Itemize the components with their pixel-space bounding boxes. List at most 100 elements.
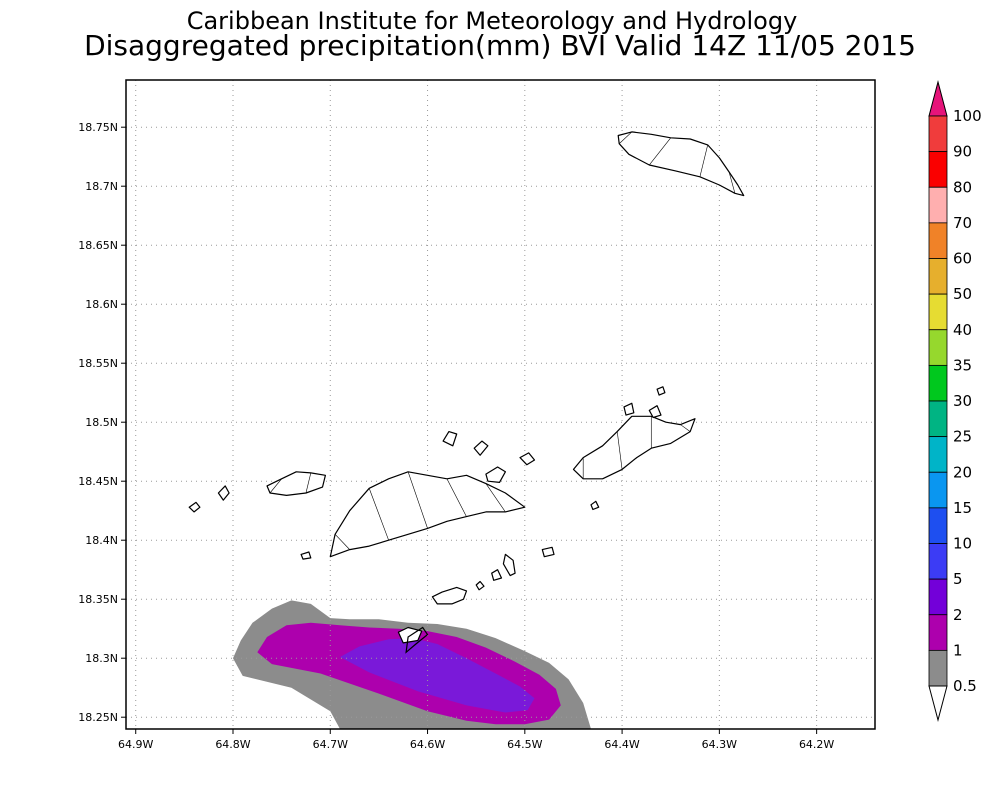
district-boundary <box>649 137 671 166</box>
colorbar-label-30: 30 <box>953 392 972 410</box>
lat-tick-label: 18.35N <box>78 593 118 606</box>
precip-contour-2 <box>340 638 535 713</box>
island-broken-jerusalem <box>590 500 600 511</box>
colorbar-label-10: 10 <box>953 535 972 553</box>
district-boundary <box>699 144 708 177</box>
island-outline <box>217 485 230 501</box>
colorbar-swatch-5 <box>928 578 948 616</box>
island-mosquito-island <box>623 402 635 416</box>
island-guana-island <box>442 431 458 447</box>
colorbar-swatch-50 <box>928 293 948 331</box>
colorbar-swatch-100 <box>928 115 948 153</box>
district-boundary <box>728 171 736 194</box>
island-prickly-pear <box>648 405 662 419</box>
lon-tick-label: 64.8W <box>215 738 250 751</box>
island-outline <box>442 431 458 447</box>
lat-tick-label: 18.25N <box>78 711 118 724</box>
island-outline <box>266 471 326 496</box>
colorbar-swatch-60 <box>928 258 948 295</box>
islet-outline <box>405 626 429 654</box>
colorbar-bottom-arrow <box>928 685 948 722</box>
island-cooper-island <box>502 553 516 577</box>
colorbar-label-25: 25 <box>953 428 972 446</box>
lat-tick-label: 18.55N <box>78 357 118 370</box>
island-necker-island <box>656 386 666 396</box>
island-outline <box>300 551 312 560</box>
precipitation-field <box>233 600 591 729</box>
colorbar-swatch-70 <box>928 222 948 259</box>
colorbar-label-0.5: 0.5 <box>953 677 977 695</box>
title-institute: Caribbean Institute for Meteorology and … <box>187 7 798 35</box>
colorbar-label-90: 90 <box>953 143 972 161</box>
island-scrub-island <box>519 452 536 466</box>
island-little-thatch <box>217 485 230 501</box>
colorbar-swatch-35 <box>928 364 948 402</box>
colorbar-label-40: 40 <box>953 321 972 339</box>
colorbar-swatch-40 <box>928 329 948 366</box>
colorbar-label-60: 60 <box>953 250 972 268</box>
lat-tick-label: 18.3N <box>85 652 118 665</box>
longitude-axis: 64.9W 64.8W 64.7W 64.6W 64.5W 64.4W 64.3W 64.2W <box>118 729 834 751</box>
island-beef-island <box>485 466 506 483</box>
island-outline <box>656 386 666 396</box>
island-jost-van-dyke <box>266 471 326 496</box>
island-tortola <box>329 471 526 558</box>
lon-tick-label: 64.6W <box>410 738 445 751</box>
island-outline <box>623 402 635 416</box>
graticule <box>126 80 875 729</box>
district-boundary <box>305 472 312 494</box>
lat-tick-label: 18.7N <box>85 180 118 193</box>
lon-tick-label: 64.9W <box>118 738 153 751</box>
colorbar-label-80: 80 <box>953 178 972 196</box>
island-outline <box>188 501 201 513</box>
district-boundary <box>618 131 633 144</box>
colorbar-swatch-15 <box>928 507 948 544</box>
island-outline <box>572 415 696 480</box>
colorbar-label-50: 50 <box>953 285 972 303</box>
colorbar-label-1: 1 <box>953 641 963 659</box>
island-sandy-cay <box>300 551 312 560</box>
map-area: 64.9W 64.8W 64.7W 64.6W 64.5W 64.4W 64.3W 64.2W… <box>78 79 876 751</box>
colorbar-label-5: 5 <box>953 570 963 588</box>
island-peter-island <box>431 586 468 605</box>
island-outline <box>648 405 662 419</box>
colorbar-swatch-25 <box>928 436 948 473</box>
island-salt-island <box>491 569 503 581</box>
district-boundary <box>334 534 350 550</box>
map-frame <box>125 79 876 730</box>
island-thatch-island <box>188 501 201 513</box>
island-outline <box>485 466 506 483</box>
island-outline <box>491 569 503 581</box>
district-boundary <box>407 471 428 529</box>
island-great-camanoe <box>473 440 489 456</box>
district-boundary <box>269 478 282 494</box>
island-dead-chest <box>475 580 485 591</box>
colorbar-swatch-80 <box>928 186 948 224</box>
lat-tick-label: 18.5N <box>85 416 118 429</box>
lat-tick-label: 18.45N <box>78 475 118 488</box>
district-boundary <box>485 483 506 513</box>
colorbar-label-35: 35 <box>953 356 972 374</box>
colorbar-swatch-10 <box>928 543 948 580</box>
island-outline <box>475 580 485 591</box>
district-boundary <box>368 488 389 541</box>
lon-tick-label: 64.2W <box>799 738 834 751</box>
colorbar-swatch-1 <box>928 649 948 687</box>
island-virgin-gorda <box>572 415 696 480</box>
title-product: Disaggregated precipitation(mm) BVI Vali… <box>84 29 916 62</box>
island-outline <box>473 440 489 456</box>
island-outline <box>502 553 516 577</box>
latitude-axis: 18.75N 18.7N 18.65N 18.6N 18.55N 18.5N 18.45N 1… <box>78 121 126 724</box>
island-outline <box>617 131 745 197</box>
colorbar-label-100: 100 <box>953 107 982 125</box>
island-outline <box>590 500 600 511</box>
lat-tick-label: 18.75N <box>78 121 118 134</box>
lat-tick-label: 18.4N <box>85 534 118 547</box>
island-outline <box>541 546 555 558</box>
colorbar-label-20: 20 <box>953 463 972 481</box>
colorbar-swatch-20 <box>928 471 948 509</box>
lat-tick-label: 18.65N <box>78 239 118 252</box>
colorbar-label-15: 15 <box>953 499 972 517</box>
